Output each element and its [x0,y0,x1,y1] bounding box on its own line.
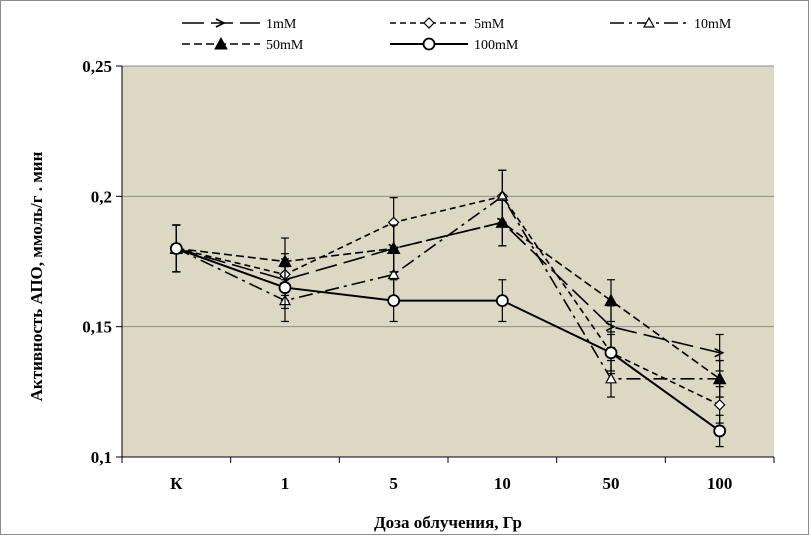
data-point [386,241,401,254]
x-tick-label: 100 [707,474,733,493]
series-line [176,195,721,406]
data-point [713,424,727,438]
data-point [169,242,183,255]
x-tick-label: 10 [494,474,511,493]
data-point [712,371,727,385]
series-line [175,195,720,380]
legend-marker [215,18,226,28]
legend-label: 5mM [474,17,505,32]
data-point [604,293,618,307]
data-point [495,294,509,308]
legend-label: 50mM [266,38,304,53]
y-tick-label: 0,25 [82,57,112,76]
legend-marker [422,37,436,51]
x-tick-label: 50 [603,474,620,493]
series-100mM [169,224,727,448]
series-line [176,221,721,380]
legend-marker [214,36,228,50]
x-tick-label: 5 [389,474,398,493]
series-50mM [169,198,727,398]
data-point [604,346,618,360]
x-tick-label: К [170,474,183,493]
data-point [714,348,725,358]
legend-label: 100mM [474,38,519,53]
legend-marker [642,16,656,28]
y-tick-label: 0,1 [91,448,112,467]
data-point [495,215,510,228]
data-point [713,399,726,411]
data-point [604,372,618,384]
x-axis-title: Доза облучения, Гр [374,513,522,532]
series-line [175,247,721,432]
data-point [387,294,401,308]
legend-label: 10mM [694,17,732,32]
y-tick-label: 0,15 [82,318,112,337]
legend-label: 1mM [266,17,297,32]
legend: 1mM 5mM 10mM 50mM 100mM [182,16,732,53]
data-point [278,281,292,294]
x-tick-label: 1 [281,474,290,493]
y-tick-label: 0,2 [91,187,112,206]
data-point [387,268,400,280]
y-axis-title: Активность АПО, ммоль/г . мин [27,151,46,401]
legend-marker [423,17,435,29]
data-point [605,321,616,332]
